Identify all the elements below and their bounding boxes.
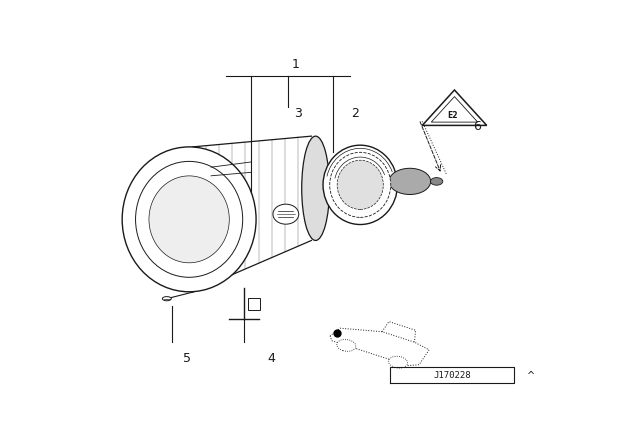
Text: 3: 3 bbox=[294, 108, 302, 121]
Ellipse shape bbox=[273, 204, 299, 224]
Polygon shape bbox=[422, 90, 487, 125]
Ellipse shape bbox=[337, 340, 356, 351]
Text: 5: 5 bbox=[182, 352, 191, 365]
FancyBboxPatch shape bbox=[248, 297, 260, 310]
Text: 2: 2 bbox=[351, 108, 359, 121]
Text: ^: ^ bbox=[527, 371, 536, 381]
Ellipse shape bbox=[122, 147, 256, 292]
Ellipse shape bbox=[301, 136, 330, 241]
Ellipse shape bbox=[337, 160, 383, 210]
Text: E2: E2 bbox=[447, 112, 457, 121]
Text: 6: 6 bbox=[473, 120, 481, 133]
Ellipse shape bbox=[330, 152, 391, 217]
Ellipse shape bbox=[389, 168, 431, 194]
Text: J170228: J170228 bbox=[433, 370, 471, 379]
Ellipse shape bbox=[149, 176, 229, 263]
Ellipse shape bbox=[431, 177, 443, 185]
Text: 1: 1 bbox=[292, 58, 300, 71]
Ellipse shape bbox=[323, 145, 397, 224]
Text: 4: 4 bbox=[267, 352, 275, 365]
Ellipse shape bbox=[136, 161, 243, 277]
Ellipse shape bbox=[163, 297, 172, 301]
Ellipse shape bbox=[388, 356, 408, 368]
